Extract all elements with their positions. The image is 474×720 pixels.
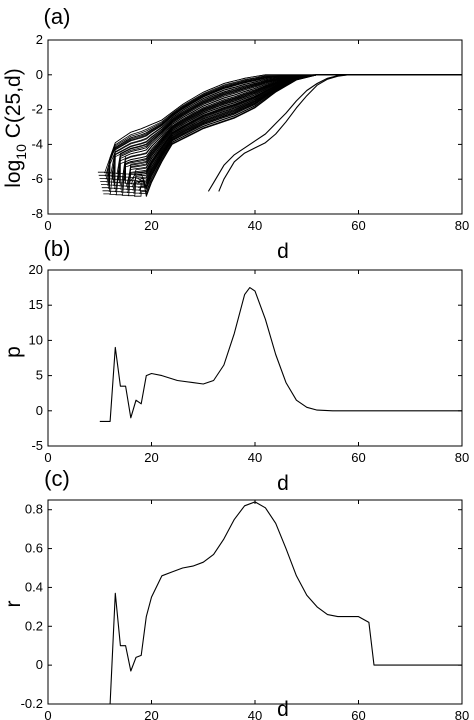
- y-axis-label-rest: C(25,d): [2, 68, 25, 144]
- y-axis-label: log10 C(25,d): [2, 68, 29, 187]
- x-tick-label: 20: [144, 450, 158, 465]
- y-tick-label: -8: [31, 206, 43, 221]
- x-tick-label: 40: [248, 218, 262, 233]
- x-tick-label: 40: [248, 708, 262, 720]
- y-tick-label: 0.2: [25, 618, 43, 633]
- y-tick-label: -5: [31, 438, 43, 453]
- y-tick-label: 0: [36, 67, 43, 82]
- panel-label: (b): [44, 236, 71, 261]
- bundle-line: [139, 74, 462, 194]
- x-tick-label: 20: [144, 708, 158, 720]
- x-tick-label: 40: [248, 450, 262, 465]
- x-tick-label: 80: [455, 708, 469, 720]
- plot-area: [97, 74, 462, 197]
- y-tick-label: 15: [29, 297, 43, 312]
- x-tick-label: 80: [455, 450, 469, 465]
- y-tick-label: 0.4: [25, 579, 43, 594]
- x-axis-label: d: [277, 472, 289, 495]
- y-tick-label: -2: [31, 102, 43, 117]
- panel-label: (c): [44, 466, 70, 491]
- panel-c: 0 20 40 60 80-0.200.20.40.60.8(c)dr: [2, 466, 469, 720]
- y-tick-label: 10: [29, 332, 43, 347]
- y-axis-label-base: log: [2, 160, 25, 188]
- plot-area: [109, 501, 462, 704]
- y-tick-label: -4: [31, 136, 43, 151]
- y-tick-label: 2: [36, 32, 43, 47]
- series-line: [218, 74, 462, 192]
- y-tick-label: 0: [36, 657, 43, 672]
- x-tick-label: 0: [44, 218, 51, 233]
- x-axis-label: d: [277, 240, 289, 263]
- plot-area: [99, 287, 462, 422]
- y-axis-label: p: [2, 346, 25, 358]
- y-axis-label: r: [2, 601, 25, 608]
- bundle-line: [109, 74, 462, 195]
- x-axis-label: d: [277, 698, 289, 720]
- y-tick-label: -0.2: [21, 696, 43, 711]
- x-tick-label: 60: [351, 218, 365, 233]
- series-line: [99, 287, 462, 422]
- x-tick-label: 60: [351, 450, 365, 465]
- plot-frame: [47, 499, 463, 705]
- bundle-line: [124, 74, 462, 184]
- bundle-line: [122, 74, 462, 175]
- y-tick-label: 5: [36, 368, 43, 383]
- y-tick-label: 20: [29, 262, 43, 277]
- y-tick-label: 0: [36, 403, 43, 418]
- y-tick-label: 0.6: [25, 541, 43, 556]
- x-tick-label: 80: [455, 218, 469, 233]
- panel-a: 0 20 40 60 80 -8 -6 -4 -2 0 2(a) d log10 C(25,d): [2, 4, 469, 263]
- x-tick-label: 0: [44, 450, 51, 465]
- x-tick-label: 60: [351, 708, 365, 720]
- x-tick-label: 20: [144, 218, 158, 233]
- y-axis-label-subscript: 10: [13, 144, 29, 160]
- y-tick-label: 0.8: [25, 502, 43, 517]
- bundle-line: [118, 74, 462, 184]
- x-tick-label: 0: [44, 708, 51, 720]
- y-tick-label: -6: [31, 171, 43, 186]
- series-line: [109, 501, 462, 704]
- panel-label: (a): [44, 4, 71, 29]
